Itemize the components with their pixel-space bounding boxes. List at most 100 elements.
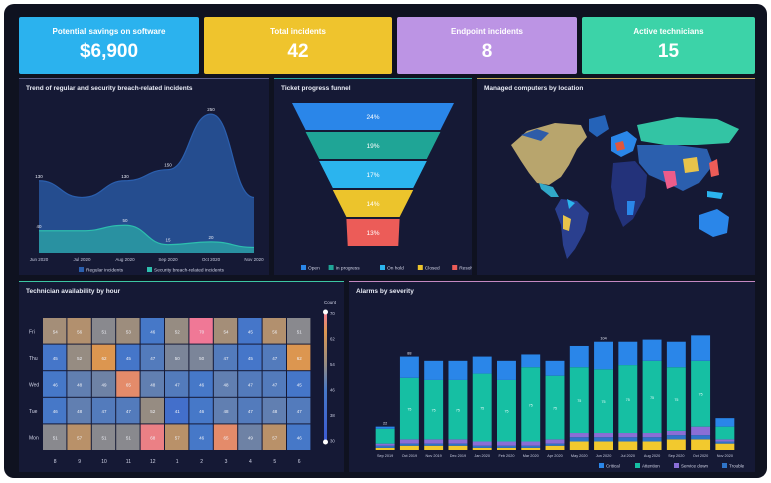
legend-tick: 54 [330,362,335,367]
bar-segment [497,441,516,446]
col-label: 8 [54,459,57,465]
kpi-card-total-incidents[interactable]: Total incidents 42 [204,17,392,74]
segment-label: 75 [529,403,533,407]
heatmap-cell [189,344,213,371]
cell-value: 52 [150,409,156,414]
x-tick-label: Sep 2020 [158,257,178,262]
bar-segment [375,443,395,446]
bar-segment [715,443,735,450]
data-label: 50 [122,218,128,223]
bar-segment [448,439,468,444]
heatmap-cell [213,371,238,397]
dashboard-frame: Potential savings on software $6,900 Tot… [4,4,767,478]
kpi-title: Endpoint incidents [451,27,523,36]
bar-segment [545,439,565,444]
heatmap-cell [43,424,67,450]
cell-value: 47 [223,356,229,361]
x-tick-label: May 2020 [571,454,588,458]
world-map[interactable] [477,79,755,275]
bar-segment [618,433,638,438]
map-region-north-america [511,123,587,185]
bar-segment [472,441,492,446]
cell-value: 65 [223,436,229,441]
heatmap-cell [238,344,262,371]
row-label: Wed [29,383,39,389]
heatmap-cell [238,397,262,424]
heatmap-cell [287,397,311,424]
col-label: 6 [298,459,301,465]
bar-segment [424,445,444,450]
cell-value: 45 [248,329,254,334]
heatmap-cell [116,318,140,344]
legend-tick: 38 [330,413,335,418]
x-tick-label: Jan 2020 [474,454,490,458]
legend-tick: 46 [330,388,335,393]
x-tick-label: Jul 2020 [621,454,635,458]
x-tick-label: Nov 2020 [244,257,264,262]
bar-segment [715,439,735,442]
cell-value: 57 [272,436,278,441]
legend-label: Service down [681,464,709,469]
bar-total: 104 [600,337,606,341]
alarms-title: Alarms by severity [356,288,414,295]
bar-segment [399,356,419,378]
bar-segment [399,445,419,450]
col-label: 3 [225,459,228,465]
cell-value: 45 [53,356,59,361]
bar-segment [642,437,662,442]
heatmap-cell [67,371,91,397]
cell-value: 46 [199,436,205,441]
heatmap-cell [189,318,213,344]
bar-segment [594,369,613,434]
kpi-value: 8 [481,41,493,62]
bar-segment [642,339,662,361]
heatmap-cell [238,371,262,397]
bar-segment [424,379,444,440]
cell-value: 56 [77,329,83,334]
cell-value: 70 [199,329,205,334]
cell-value: 45 [297,383,303,388]
funnel-stage [332,190,414,217]
trend-chart: 130 130 150 250 40 50 15 20 Jun 2020 Jul 2020 Aug … [30,107,264,274]
legend-label: Resolved [459,266,472,272]
cell-value: 47 [101,409,107,414]
cell-value: 54 [53,329,59,334]
row-label: Mon [29,436,39,442]
cell-value: 48 [272,409,278,414]
cell-value: 48 [150,383,156,388]
alarms-chart: 22 Sep 2019 75 88 Oct 2019 75 Nov 2019 75 Dec 20… [375,335,745,469]
kpi-card-savings[interactable]: Potential savings on software $6,900 [19,17,199,74]
cell-value: 51 [101,329,107,334]
legend-label: Security breach-related incidents [154,268,224,274]
cell-value: 68 [150,436,156,441]
legend-label: On hold [387,266,404,272]
cell-value: 51 [53,436,59,441]
col-label: 11 [126,459,131,465]
cell-value: 54 [223,329,229,334]
bar-segment [497,379,516,442]
heatmap-cell [165,344,189,371]
bar-segment [521,447,541,450]
bar-segment [375,428,395,444]
bar-segment [375,445,395,448]
kpi-card-endpoint-incidents[interactable]: Endpoint incidents 8 [397,17,577,74]
x-tick-label: Dec 2019 [450,454,466,458]
kpi-card-active-technicians[interactable]: Active technicians 15 [582,17,755,74]
map-region-africa [611,161,647,227]
cell-value: 47 [272,383,278,388]
x-tick-label: Oct 2020 [202,257,221,262]
x-tick-label: Jun 2020 [30,257,49,262]
bar-segment [399,377,419,440]
cell-value: 50 [199,356,205,361]
segment-label: 75 [626,398,630,402]
funnel-value: 17% [366,172,379,179]
cell-value: 47 [150,356,156,361]
legend-tick: 62 [330,337,335,342]
legend-swatch [417,265,423,270]
bar-segment [715,418,735,427]
series-line-2 [38,224,255,249]
bar-segment [399,439,419,444]
bar-segment [618,437,638,442]
legend-handle [323,309,328,315]
bar-segment [424,360,444,380]
